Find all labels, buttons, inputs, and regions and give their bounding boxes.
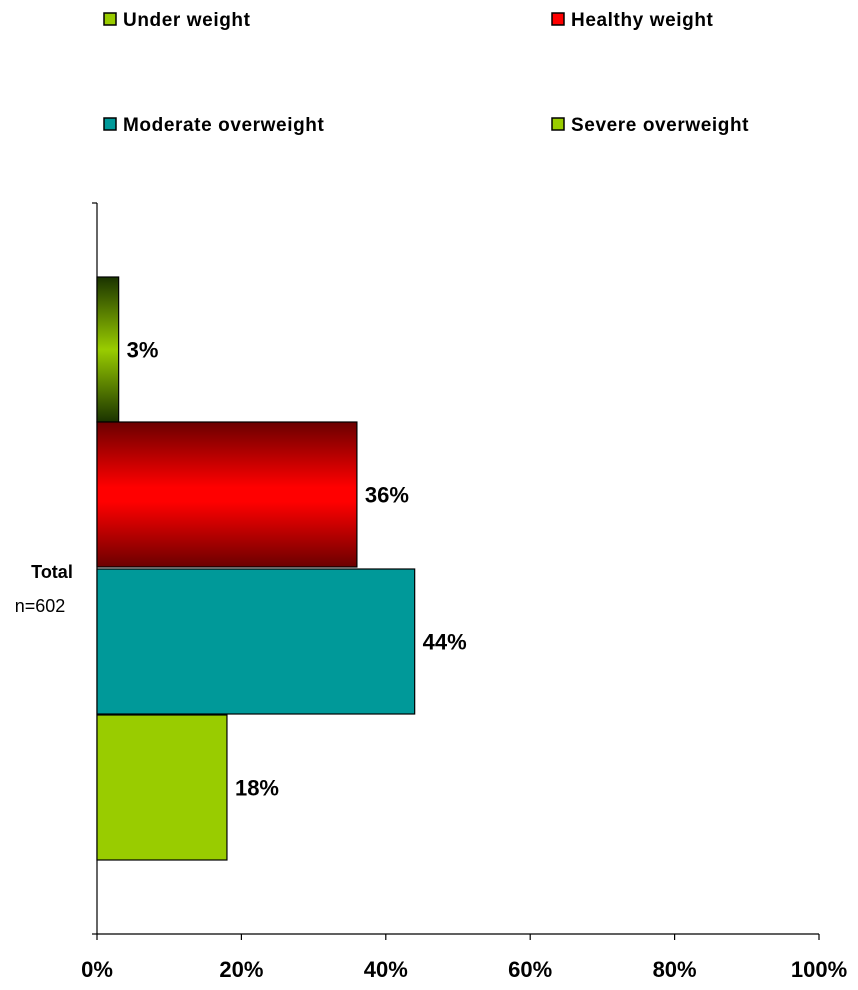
bar-healthy-weight (96, 421, 358, 568)
legend-label: Severe overweight (571, 115, 749, 136)
legend-label: Under weight (123, 10, 251, 31)
plot-area: 0% 20% 40% 60% 80% 100% 3% 36% 44% 18% Total n=602 (15, 202, 847, 982)
x-tick-label: 20% (219, 957, 263, 982)
x-tick-label: 60% (508, 957, 552, 982)
legend-label: Moderate overweight (123, 115, 325, 136)
data-label: 3% (127, 338, 159, 363)
bar-moderate-overweight (96, 568, 416, 715)
data-label: 36% (365, 483, 409, 508)
category-sublabel: n=602 (15, 596, 66, 616)
category-label: Total (31, 562, 73, 582)
x-tick-label: 0% (81, 957, 113, 982)
x-tick-label: 80% (653, 957, 697, 982)
data-label: 18% (235, 776, 279, 801)
legend-swatch (103, 117, 117, 131)
bar-under-weight (96, 276, 120, 423)
x-tick-label: 40% (364, 957, 408, 982)
legend-label: Healthy weight (571, 10, 714, 31)
bar-severe-overweight (96, 714, 228, 861)
data-label: 44% (423, 630, 467, 655)
legend-swatch (551, 117, 565, 131)
legend-swatch (103, 12, 117, 26)
legend: Under weight Healthy weight Moderate overw… (103, 10, 749, 136)
legend-swatch (551, 12, 565, 26)
x-tick-label: 100% (791, 957, 847, 982)
